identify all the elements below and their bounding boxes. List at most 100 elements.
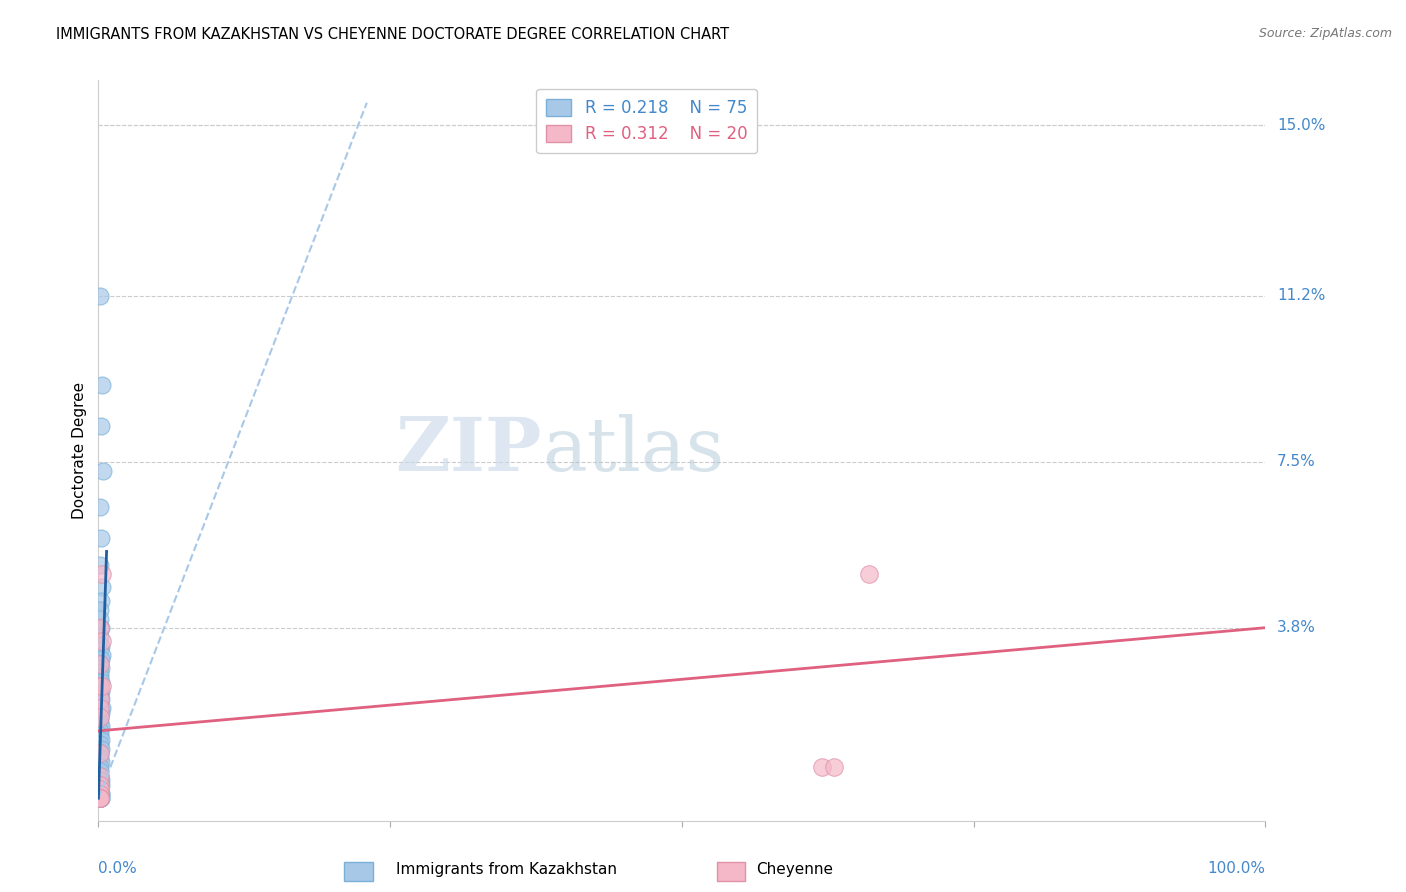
Point [90,787,112,801]
Point [89,643,111,657]
Point [90,679,112,693]
Point [89,612,111,626]
Point [90,742,112,756]
Point [89,787,111,801]
Text: 0.0%: 0.0% [98,862,138,876]
Point [90,773,112,788]
Point [89,791,111,805]
Point [90,791,112,805]
Point [90,756,112,770]
Text: 100.0%: 100.0% [1208,862,1265,876]
Point [90,639,112,653]
Point [89,747,111,761]
Point [90,634,112,648]
Point [89,657,111,671]
Point [90,683,112,698]
Text: ZIP: ZIP [395,414,541,487]
Point [89,697,111,711]
Point [90,661,112,675]
Point [811,760,834,774]
Point [89,791,111,805]
Point [89,791,111,805]
Point [89,778,111,792]
Point [89,782,111,797]
Point [89,630,111,644]
Point [89,782,111,797]
Point [858,566,880,581]
Point [89,679,111,693]
Point [89,787,111,801]
Point [89,679,111,693]
Point [89,710,111,724]
Point [90,787,112,801]
Point [90,674,112,689]
Point [90,580,112,594]
Point [90,719,112,733]
Point [90,621,112,635]
Point [89,791,111,805]
Point [89,791,111,805]
Point [89,787,111,801]
Point [89,500,111,514]
Point [89,701,111,715]
Point [90,594,112,608]
Point [89,782,111,797]
Point [90,732,112,747]
Point [90,652,112,666]
Point [89,603,111,617]
Text: Cheyenne: Cheyenne [756,863,832,877]
Point [89,710,111,724]
Point [89,791,111,805]
Point [89,737,111,751]
Point [90,418,112,433]
Point [89,728,111,742]
Point [90,531,112,545]
Point [89,751,111,765]
Point [89,773,111,788]
Point [89,787,111,801]
Point [89,791,111,805]
Point [89,723,111,738]
Point [89,787,111,801]
Point [89,769,111,783]
Text: 15.0%: 15.0% [1277,118,1326,133]
Point [90,566,112,581]
Text: Source: ZipAtlas.com: Source: ZipAtlas.com [1258,27,1392,40]
Point [89,692,111,706]
Point [89,791,111,805]
Point [89,791,111,805]
Point [90,791,112,805]
Point [89,791,111,805]
Point [90,648,112,662]
Point [89,665,111,680]
Point [90,778,112,792]
Point [89,791,111,805]
Point [90,692,112,706]
Point [91,464,114,478]
Y-axis label: Doctorate Degree: Doctorate Degree [72,382,87,519]
Point [89,791,111,805]
Point [89,791,111,805]
Point [89,621,111,635]
Point [89,747,111,761]
Point [89,778,111,792]
Point [89,791,111,805]
Point [89,791,111,805]
Point [89,670,111,684]
Point [89,791,111,805]
Point [90,706,112,720]
Point [823,760,845,774]
Point [89,657,111,671]
Point [90,378,112,392]
Point [89,782,111,797]
Text: IMMIGRANTS FROM KAZAKHSTAN VS CHEYENNE DOCTORATE DEGREE CORRELATION CHART: IMMIGRANTS FROM KAZAKHSTAN VS CHEYENNE D… [56,27,730,42]
Text: 11.2%: 11.2% [1277,288,1326,303]
Point [89,791,111,805]
Point [89,769,111,783]
Point [89,791,111,805]
Point [89,558,111,572]
Point [89,791,111,805]
Point [89,688,111,702]
Text: 3.8%: 3.8% [1277,620,1316,635]
Point [89,288,111,302]
